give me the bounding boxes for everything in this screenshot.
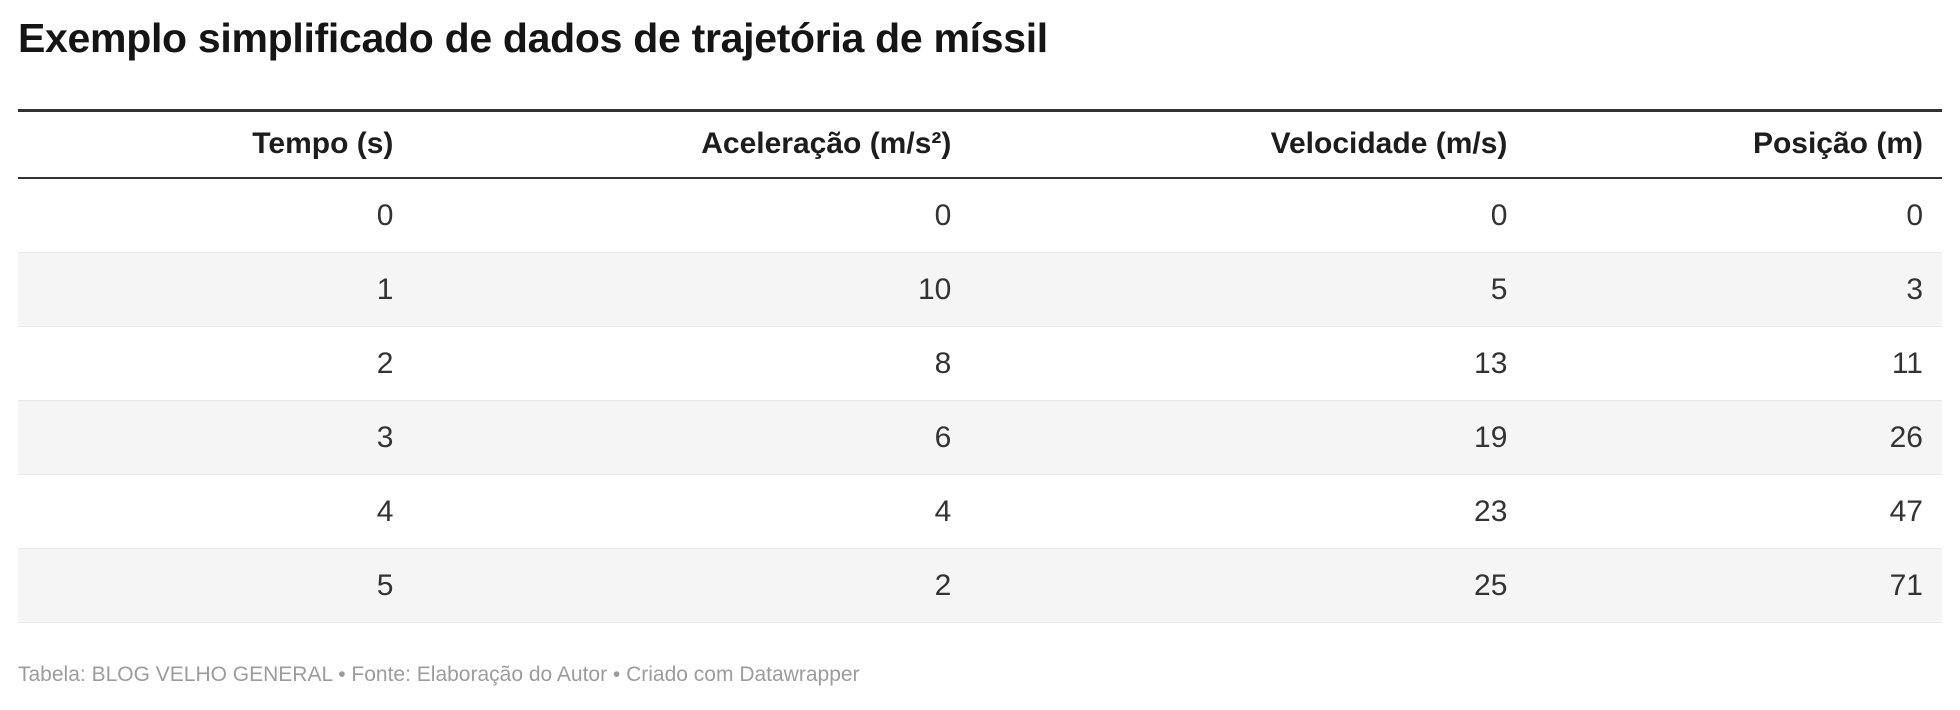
table-cell: 47 xyxy=(1889,494,1923,528)
table-cell: 26 xyxy=(1889,420,1923,454)
table-cell: 2 xyxy=(376,346,394,380)
column-header-3: Posição (m) xyxy=(1526,110,1942,179)
table-cell: 6 xyxy=(934,420,952,454)
table-cell: 3 xyxy=(376,420,394,454)
table-row: 4 4 23 47 xyxy=(18,474,1942,549)
table-row: 2 8 13 11 xyxy=(18,326,1942,401)
footer-separator: • xyxy=(332,662,352,686)
table-row: 1 10 5 3 xyxy=(18,252,1942,327)
table-cell: 13 xyxy=(1474,346,1508,380)
table-cell: 8 xyxy=(934,346,952,380)
footer-datawrapper-link[interactable]: Datawrapper xyxy=(739,662,860,686)
table-footer: Tabela: BLOG VELHO GENERAL • Fonte: Elab… xyxy=(18,661,1942,688)
table-header-row: Tempo (s) Aceleração (m/s²) Velocidade (m/… xyxy=(18,110,1942,179)
table-cell: 23 xyxy=(1474,494,1508,528)
footer-created-with-label: Criado com xyxy=(626,662,740,686)
data-table: Tempo (s) Aceleração (m/s²) Velocidade (m/… xyxy=(18,109,1942,623)
page-title: Exemplo simplificado de dados de trajetó… xyxy=(18,15,1048,61)
table-cell: 0 xyxy=(1490,198,1508,232)
table-cell: 10 xyxy=(917,272,952,306)
table-row: 3 6 19 26 xyxy=(18,400,1942,475)
column-header-1: Aceleração (m/s²) xyxy=(412,110,971,179)
table-cell: 3 xyxy=(1906,272,1923,306)
column-header-0: Tempo (s) xyxy=(18,110,413,179)
table-row: 0 0 0 0 xyxy=(18,178,1942,253)
table-cell: 71 xyxy=(1889,568,1923,602)
table-cell: 2 xyxy=(934,568,952,602)
table-body: 0 0 0 0 1 10 5 3 2 8 13 11 3 6 19 26 4 4 23 47 5 2 25 71 xyxy=(18,178,1942,623)
table-row: 5 2 25 71 xyxy=(18,548,1942,623)
footer-separator: • xyxy=(607,662,627,686)
table-cell: 0 xyxy=(934,198,952,232)
table-cell: 0 xyxy=(1906,198,1923,232)
table-cell: 4 xyxy=(376,494,394,528)
footer-table-label: Tabela: xyxy=(18,662,92,686)
table-cell: 11 xyxy=(1891,346,1923,380)
table-cell: 5 xyxy=(376,568,394,602)
table-cell: 1 xyxy=(376,272,394,306)
table-cell: 19 xyxy=(1474,420,1508,454)
footer-publisher-link[interactable]: BLOG VELHO GENERAL xyxy=(91,662,333,686)
column-header-2: Velocidade (m/s) xyxy=(970,110,1527,179)
footer-source-text: Fonte: Elaboração do Autor xyxy=(351,662,608,686)
table-cell: 25 xyxy=(1474,568,1508,602)
table-cell: 5 xyxy=(1490,272,1508,306)
table-cell: 4 xyxy=(934,494,952,528)
table-cell: 0 xyxy=(376,198,394,232)
